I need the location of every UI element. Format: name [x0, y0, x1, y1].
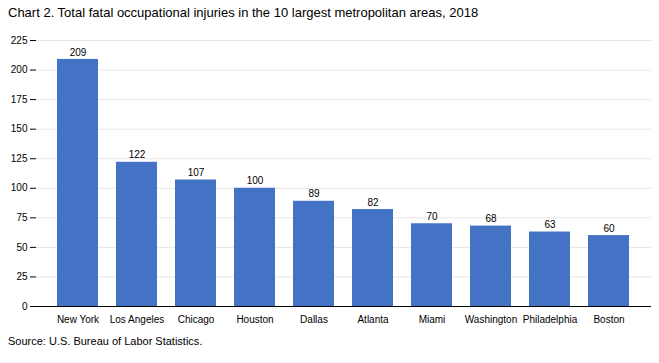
- svg-text:100: 100: [11, 182, 28, 193]
- svg-text:122: 122: [129, 149, 146, 160]
- svg-text:63: 63: [544, 219, 556, 230]
- svg-text:Washington: Washington: [465, 314, 517, 325]
- svg-text:107: 107: [188, 167, 205, 178]
- svg-text:0: 0: [22, 301, 28, 312]
- svg-text:175: 175: [11, 94, 28, 105]
- svg-text:209: 209: [70, 47, 87, 58]
- svg-text:Houston: Houston: [236, 314, 273, 325]
- svg-text:200: 200: [11, 64, 28, 75]
- svg-text:100: 100: [247, 175, 264, 186]
- svg-text:150: 150: [11, 123, 28, 134]
- svg-text:60: 60: [603, 223, 615, 234]
- svg-text:75: 75: [16, 212, 28, 223]
- svg-text:Philadelphia: Philadelphia: [523, 314, 578, 325]
- svg-text:89: 89: [308, 188, 320, 199]
- svg-text:50: 50: [16, 242, 28, 253]
- html-text:Source: U.S. Bureau of Labor S: Source: U.S. Bureau of Labor Statistics.: [8, 335, 203, 347]
- svg-text:68: 68: [485, 213, 497, 224]
- svg-text:Atlanta: Atlanta: [357, 314, 389, 325]
- svg-text:225: 225: [11, 35, 28, 46]
- svg-text:Los Angeles: Los Angeles: [110, 314, 165, 325]
- html-text:Chart 2. Total fatal occupatio: Chart 2. Total fatal occupational injuri…: [8, 5, 479, 20]
- svg-text:25: 25: [16, 271, 28, 282]
- svg-text:82: 82: [367, 197, 379, 208]
- svg-text:Dallas: Dallas: [300, 314, 328, 325]
- svg-text:Miami: Miami: [419, 314, 446, 325]
- svg-text:125: 125: [11, 153, 28, 164]
- svg-text:Boston: Boston: [593, 314, 624, 325]
- svg-text:New York: New York: [57, 314, 100, 325]
- svg-text:Chicago: Chicago: [178, 314, 215, 325]
- svg-text:70: 70: [426, 211, 438, 222]
